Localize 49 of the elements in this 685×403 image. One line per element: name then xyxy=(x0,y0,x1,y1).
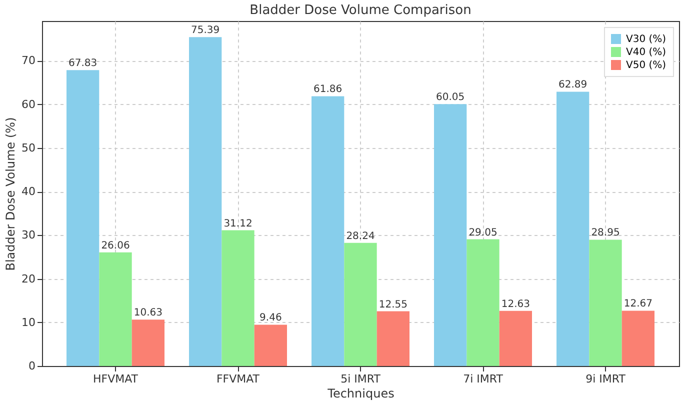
y-tick-label: 60 xyxy=(22,98,36,111)
x-tick-label: FFVMAT xyxy=(216,372,260,386)
x-tick-label: 5i IMRT xyxy=(340,372,381,386)
data-label: 31.12 xyxy=(224,218,252,230)
bar xyxy=(222,230,254,366)
data-label: 29.05 xyxy=(468,227,498,238)
y-tick-label: 50 xyxy=(22,141,36,154)
legend-label: V40 (%) xyxy=(626,47,666,58)
data-label: 67.83 xyxy=(68,58,98,70)
legend-label: V30 (%) xyxy=(626,34,666,45)
bar xyxy=(312,96,344,366)
bar xyxy=(466,239,500,366)
x-tick-label: 7i IMRT xyxy=(463,372,504,386)
legend-label: V50 (%) xyxy=(626,60,666,71)
x-tick-label: HFVMAT xyxy=(92,372,138,386)
data-label: 9.46 xyxy=(260,312,282,324)
bar xyxy=(344,242,377,366)
bar xyxy=(434,104,467,366)
bar xyxy=(376,311,410,366)
data-label: 28.95 xyxy=(591,228,620,239)
data-label: 60.05 xyxy=(436,92,465,104)
y-axis-title: Bladder Dose Volume (%) xyxy=(4,117,18,271)
bar xyxy=(189,37,222,366)
bar xyxy=(132,320,164,366)
y-tick-label: 30 xyxy=(22,228,36,242)
data-label: 26.06 xyxy=(101,240,130,252)
data-label: 62.89 xyxy=(558,80,588,91)
data-label: 10.63 xyxy=(134,308,162,319)
data-label: 12.55 xyxy=(378,299,408,310)
data-label: 12.63 xyxy=(501,298,530,310)
bar xyxy=(99,252,132,366)
bar xyxy=(66,70,100,366)
data-label: 75.39 xyxy=(191,25,220,36)
x-axis-title: Techniques xyxy=(326,386,394,400)
bar xyxy=(499,310,532,366)
y-tick-label: 10 xyxy=(22,316,36,329)
y-tick-label: 0 xyxy=(28,360,36,372)
y-tick-label: 70 xyxy=(22,54,36,68)
chart-title: Bladder Dose Volume Comparison xyxy=(250,3,472,18)
data-label: 12.67 xyxy=(624,298,652,310)
bar xyxy=(254,324,287,366)
x-tick-label: 9i IMRT xyxy=(586,372,626,386)
data-label: 28.24 xyxy=(346,230,375,242)
y-tick-label: 20 xyxy=(22,272,36,286)
bar xyxy=(589,240,622,366)
data-label: 61.86 xyxy=(314,84,342,96)
bar xyxy=(622,310,654,366)
bar xyxy=(556,92,590,366)
y-tick-label: 40 xyxy=(22,185,36,198)
